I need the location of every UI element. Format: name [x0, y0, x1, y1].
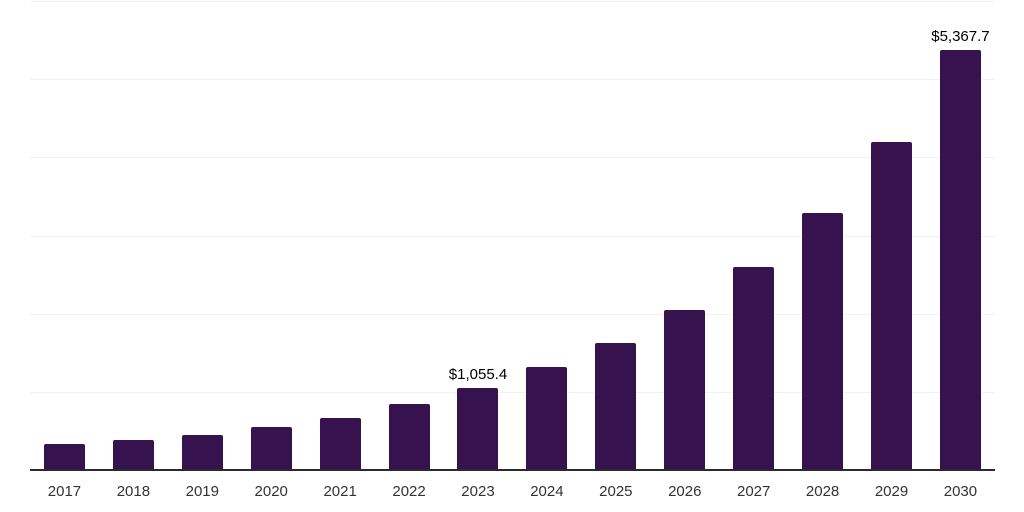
x-tick-2022: 2022	[392, 483, 426, 500]
x-tick-2019: 2019	[185, 483, 219, 500]
gridline-3000	[30, 235, 995, 237]
bar-slot-2029	[857, 1, 926, 470]
bar-2018	[112, 439, 154, 470]
x-tick-2018: 2018	[116, 483, 151, 500]
x-tick-2020: 2020	[254, 483, 288, 500]
bar-2022	[388, 403, 430, 470]
data-label-2030: $5,367.7	[931, 28, 990, 46]
x-axis-tick-labels: 2017 2018 2019 2020 2021 2022 2023 2024 2025 2026…	[30, 483, 995, 500]
bar-slot-2020	[237, 1, 306, 470]
bar-slot-2027	[719, 1, 788, 470]
bar-slot-2021	[306, 1, 375, 470]
x-tick-2017: 2017	[47, 483, 82, 500]
bar-slot-2030: $5,367.7	[926, 1, 995, 470]
plot-area: $1,055.4 $5,367.7	[30, 1, 995, 471]
gridline-5000	[30, 79, 995, 81]
bar-2024	[526, 366, 568, 470]
x-tick-2026: 2026	[668, 483, 702, 500]
data-label-2023: $1,055.4	[448, 365, 508, 383]
gridline-2000	[30, 313, 995, 315]
bars-layer: $1,055.4 $5,367.7	[30, 1, 995, 470]
bar-slot-2026	[650, 1, 719, 470]
bar-slot-2018	[99, 1, 168, 470]
x-tick-2028: 2028	[805, 483, 840, 500]
x-tick-2030: 2030	[943, 483, 978, 500]
bar-2019	[181, 435, 223, 470]
gridline-4000	[30, 157, 995, 159]
bar-slot-2017	[30, 1, 99, 470]
bar-2027	[733, 266, 775, 470]
bar-2025	[595, 342, 637, 470]
gridline-1000	[30, 391, 995, 393]
x-tick-2027: 2027	[736, 483, 771, 500]
bar-2028	[802, 212, 844, 470]
x-tick-2029: 2029	[874, 483, 909, 500]
x-tick-2023: 2023	[461, 483, 495, 500]
bar-slot-2028	[788, 1, 857, 470]
bar-2030	[939, 50, 981, 470]
bar-2029	[871, 142, 913, 470]
x-axis-line	[30, 469, 995, 471]
bar-slot-2019	[168, 1, 237, 470]
gridline-6000	[30, 1, 995, 2]
bar-2026	[664, 309, 706, 470]
bar-2017	[43, 444, 85, 470]
x-tick-2025: 2025	[599, 483, 633, 500]
x-tick-2021: 2021	[323, 483, 357, 500]
bar-slot-2023: $1,055.4	[444, 1, 513, 470]
bar-slot-2024	[512, 1, 581, 470]
x-tick-2024: 2024	[530, 483, 564, 500]
bar-slot-2025	[581, 1, 650, 470]
bar-slot-2022	[375, 1, 444, 470]
bar-2021	[319, 417, 361, 470]
bar-2020	[250, 427, 292, 470]
bar-2023	[457, 387, 499, 470]
